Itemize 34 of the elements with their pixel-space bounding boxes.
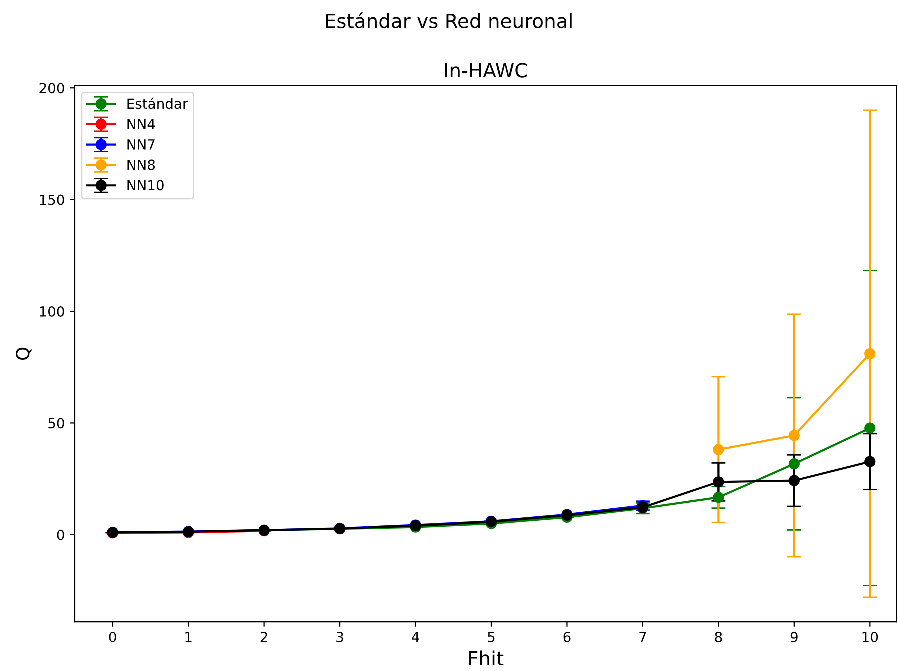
point xyxy=(713,444,724,456)
chart-subtitle: In-HAWC xyxy=(445,63,528,78)
point xyxy=(713,476,724,488)
legend-label: NN7 xyxy=(128,140,155,150)
legend-label: NN10 xyxy=(128,180,164,191)
x-tick-label: 0 xyxy=(109,632,116,642)
x-tick-label: 4 xyxy=(412,632,420,642)
x-tick-label: 6 xyxy=(564,632,571,642)
x-tick-label: 9 xyxy=(790,632,798,642)
point xyxy=(864,348,876,360)
x-tick-label: 1 xyxy=(186,632,192,642)
legend-label: NN4 xyxy=(128,119,156,130)
x-axis-title: Fhit xyxy=(469,650,504,666)
x-tick-label: 5 xyxy=(488,632,495,642)
x-tick-label: 8 xyxy=(715,632,722,642)
legend-label: NN8 xyxy=(128,160,156,170)
y-tick-label: 50 xyxy=(48,418,64,429)
chart-title: Estándar vs Red neuronal xyxy=(326,12,572,28)
y-tick-label: 100 xyxy=(40,306,64,317)
x-tick-label: 10 xyxy=(862,632,878,642)
legend-label: Estándar xyxy=(128,98,188,110)
y-axis-title: Q xyxy=(16,348,32,360)
point xyxy=(864,422,876,434)
x-tick-label: 7 xyxy=(640,632,646,642)
x-tick-label: 2 xyxy=(260,632,268,642)
x-tick-label: 3 xyxy=(336,632,344,642)
point xyxy=(864,456,876,468)
point xyxy=(788,475,800,486)
y-tick-label: 200 xyxy=(40,83,64,94)
point xyxy=(788,458,800,470)
y-tick-label: 150 xyxy=(40,194,64,206)
point xyxy=(713,492,724,504)
y-tick-label: 0 xyxy=(57,530,64,540)
point xyxy=(788,430,800,442)
